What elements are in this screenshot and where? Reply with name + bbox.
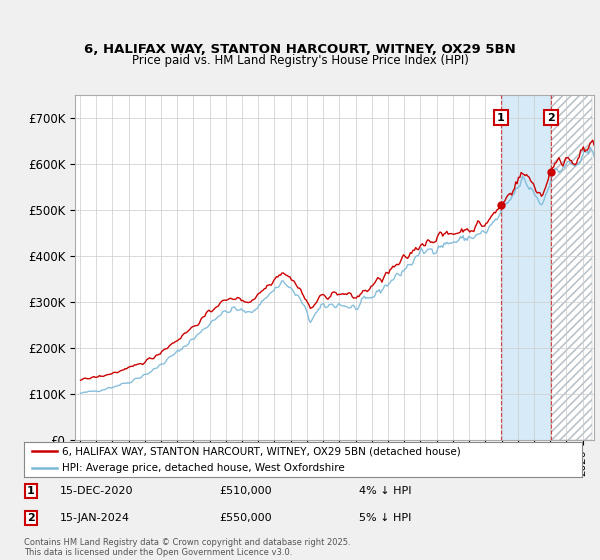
Text: 2: 2 xyxy=(27,513,35,523)
Text: Contains HM Land Registry data © Crown copyright and database right 2025.
This d: Contains HM Land Registry data © Crown c… xyxy=(24,538,350,557)
Text: 5% ↓ HPI: 5% ↓ HPI xyxy=(359,513,411,523)
Text: 6, HALIFAX WAY, STANTON HARCOURT, WITNEY, OX29 5BN (detached house): 6, HALIFAX WAY, STANTON HARCOURT, WITNEY… xyxy=(62,446,461,456)
Text: 4% ↓ HPI: 4% ↓ HPI xyxy=(359,486,412,496)
Bar xyxy=(501,95,551,440)
Text: 15-DEC-2020: 15-DEC-2020 xyxy=(60,486,134,496)
Text: HPI: Average price, detached house, West Oxfordshire: HPI: Average price, detached house, West… xyxy=(62,463,344,473)
Text: Price paid vs. HM Land Registry's House Price Index (HPI): Price paid vs. HM Land Registry's House … xyxy=(131,54,469,67)
Text: £550,000: £550,000 xyxy=(220,513,272,523)
Text: 2: 2 xyxy=(547,113,555,123)
Text: 15-JAN-2024: 15-JAN-2024 xyxy=(60,513,130,523)
Text: 1: 1 xyxy=(497,113,505,123)
Text: 1: 1 xyxy=(27,486,35,496)
Text: £510,000: £510,000 xyxy=(220,486,272,496)
Text: 6, HALIFAX WAY, STANTON HARCOURT, WITNEY, OX29 5BN: 6, HALIFAX WAY, STANTON HARCOURT, WITNEY… xyxy=(84,43,516,56)
Bar xyxy=(551,95,592,440)
Bar xyxy=(551,95,592,440)
